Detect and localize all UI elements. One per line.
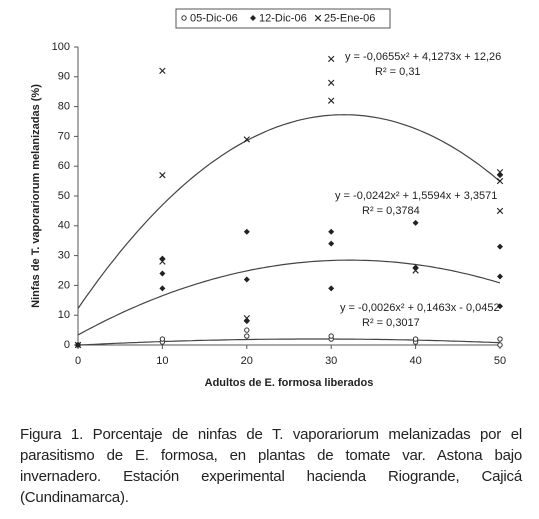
point <box>497 273 503 280</box>
trendline <box>77 338 501 346</box>
legend-box <box>175 8 391 29</box>
point <box>328 240 335 247</box>
point <box>243 136 250 143</box>
point <box>496 168 504 176</box>
x-tick-label: 40 <box>409 355 421 367</box>
point <box>497 303 503 310</box>
y-tick-label: 40 <box>58 220 70 232</box>
point <box>159 258 166 265</box>
point <box>74 341 82 349</box>
y-tick-label: 0 <box>64 339 70 351</box>
point <box>159 67 166 75</box>
trend-r2: R² = 0,31 <box>375 66 421 78</box>
legend-marker <box>314 14 322 22</box>
trend-equation: y = -0,0242x² + 1,5594x + 3,3571 <box>335 190 497 202</box>
point <box>497 336 503 342</box>
point <box>497 342 503 348</box>
y-tick-label: 30 <box>58 250 70 262</box>
point <box>412 336 419 342</box>
point <box>497 172 503 179</box>
x-tick-label: 30 <box>325 355 337 367</box>
y-tick-label: 100 <box>52 41 70 53</box>
legend-label: 12-Dic-06 <box>259 12 307 24</box>
trend-equation: y = -0,0026x² + 0,1463x - 0,0452 <box>340 302 500 314</box>
trendline <box>77 259 501 336</box>
trend-equation: y = -0,0655x² + 4,1273x + 12,26 <box>345 51 501 63</box>
point <box>159 270 166 277</box>
point <box>328 97 335 104</box>
point <box>497 243 503 250</box>
point <box>328 333 334 339</box>
x-tick-label: 20 <box>241 355 253 367</box>
point <box>159 336 166 342</box>
point <box>159 255 166 262</box>
x-tick-label: 0 <box>75 355 81 367</box>
chart: Adultos de E. formosa liberados Ninfas d… <box>30 8 506 389</box>
y-tick-label: 90 <box>58 71 70 83</box>
y-tick-label: 10 <box>58 309 70 321</box>
point <box>412 264 419 271</box>
legend-marker <box>250 15 256 21</box>
point <box>328 79 335 86</box>
point <box>159 171 166 179</box>
trend-r2: R² = 0,3784 <box>362 205 420 217</box>
legend-marker <box>181 15 187 21</box>
legend-label: 25-Ene-06 <box>324 12 375 24</box>
y-tick-label: 70 <box>58 130 70 142</box>
x-axis-label: Adultos de E. formosa liberados <box>205 377 374 389</box>
point <box>412 219 419 226</box>
y-axis-label: Ninfas de T. vaporariorum melanizadas (%… <box>30 84 42 308</box>
point <box>243 276 250 283</box>
point <box>243 318 250 325</box>
point <box>496 207 504 215</box>
y-tick-label: 20 <box>58 279 70 291</box>
point <box>244 327 250 333</box>
x-tick-label: 10 <box>156 355 168 367</box>
trend-r2: R² = 0,3017 <box>362 317 420 329</box>
y-tick-label: 50 <box>58 190 70 202</box>
caption: Figura 1. Porcentaje de ninfas de T. vap… <box>20 426 522 506</box>
point <box>244 333 250 339</box>
point <box>243 314 250 322</box>
point <box>496 177 504 185</box>
point <box>328 228 335 235</box>
point <box>328 285 335 292</box>
point <box>412 267 419 274</box>
point <box>328 55 335 63</box>
trendline <box>77 114 501 309</box>
point <box>243 228 250 235</box>
y-tick-label: 60 <box>58 160 70 172</box>
x-tick-label: 50 <box>494 355 506 367</box>
legend-label: 05-Dic-06 <box>190 12 238 24</box>
y-tick-label: 80 <box>58 101 70 113</box>
point <box>159 285 166 292</box>
